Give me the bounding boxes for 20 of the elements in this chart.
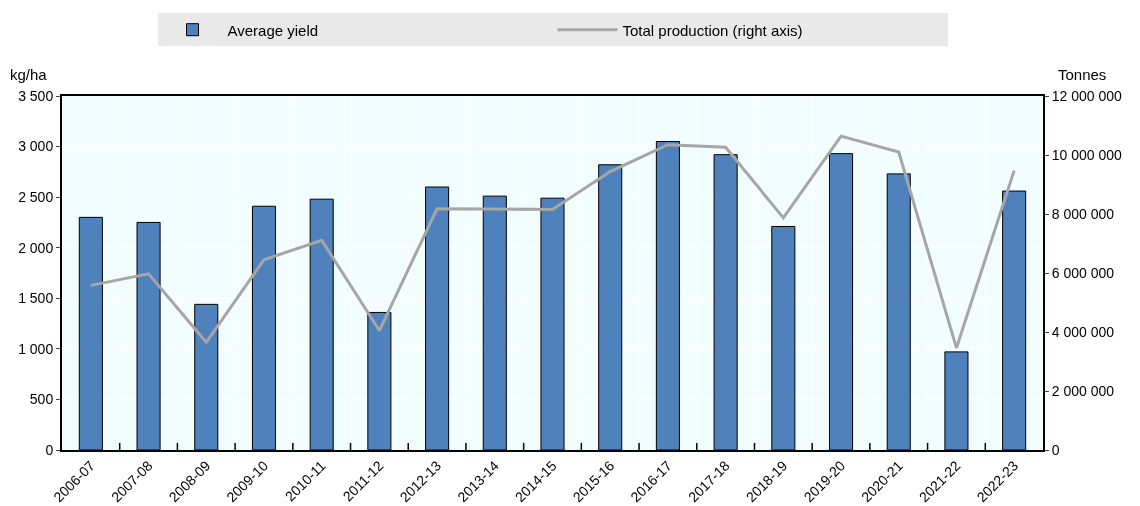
y2-tick-label: 0 (1051, 441, 1060, 458)
y-tick-label: 0 (45, 441, 54, 458)
y-axis-title: kg/ha (10, 66, 48, 83)
legend-label: Total production (right axis) (622, 21, 803, 39)
line-series (89, 134, 1016, 350)
y2-tick-label: 8 000 000 (1051, 205, 1115, 222)
y-tick-label: 1 500 (18, 290, 54, 307)
y-tick-label: 500 (29, 391, 54, 408)
y2-tick-label: 6 000 000 (1051, 264, 1115, 281)
y-tick-label: 3 000 (18, 138, 54, 155)
y-tick-label: 3 500 (18, 87, 54, 104)
y2-tick-label: 10 000 000 (1051, 146, 1123, 163)
y-tick-label: 2 000 (18, 239, 54, 256)
y2-axis-title: Tonnes (1058, 66, 1107, 83)
y2-tick-label: 12 000 000 (1051, 87, 1123, 104)
y-tick-label: 2 500 (18, 189, 54, 206)
y-tick-label: 1 000 (18, 340, 54, 357)
legend-label: Average yield (227, 21, 319, 39)
y2-tick-label: 2 000 000 (1051, 382, 1115, 399)
y2-tick-label: 4 000 000 (1051, 323, 1115, 340)
